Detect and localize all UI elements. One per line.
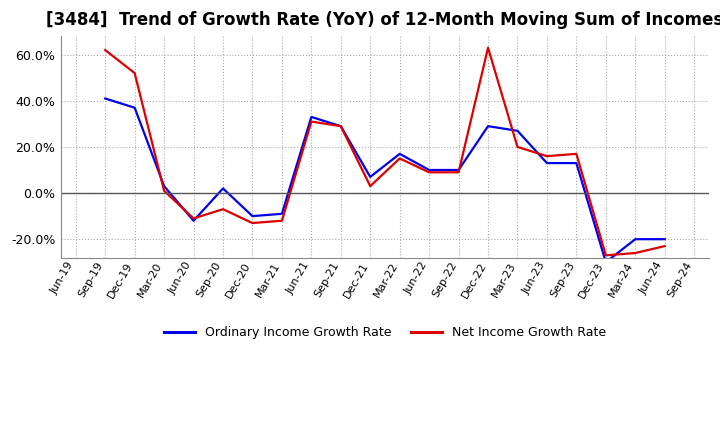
Legend: Ordinary Income Growth Rate, Net Income Growth Rate: Ordinary Income Growth Rate, Net Income … [159, 321, 611, 345]
Title: [3484]  Trend of Growth Rate (YoY) of 12-Month Moving Sum of Incomes: [3484] Trend of Growth Rate (YoY) of 12-… [46, 11, 720, 29]
